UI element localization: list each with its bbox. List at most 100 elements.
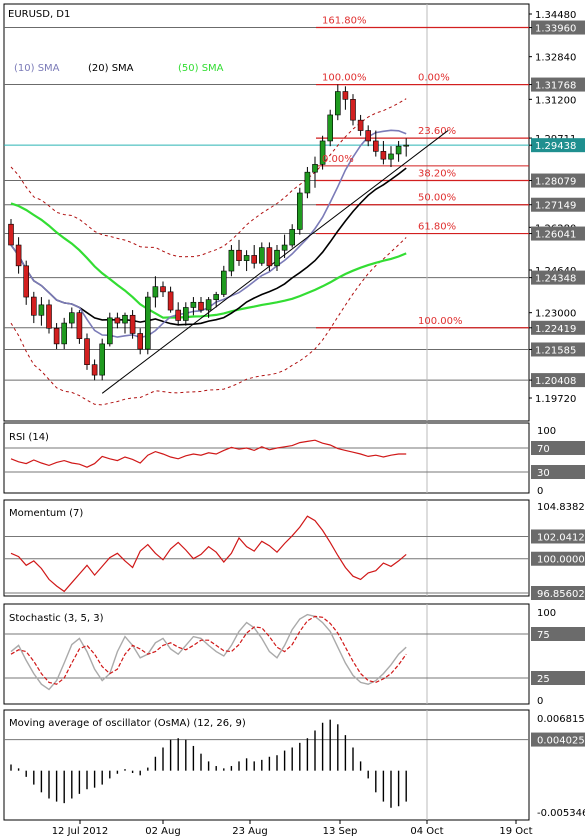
date-label: 12 Jul 2012	[52, 826, 109, 837]
date-label: 04 Oct	[410, 826, 443, 837]
bull-candle	[99, 343, 105, 376]
bear-candle	[380, 151, 387, 160]
stochastic-signal-line	[10, 615, 407, 685]
bear-candle	[357, 119, 364, 131]
bull-candle	[145, 296, 151, 350]
bear-candle	[167, 291, 174, 311]
panel-tick-box	[531, 586, 585, 600]
price-tick-box	[531, 270, 585, 285]
panel-tick-label: 30	[537, 468, 550, 479]
bull-candle	[190, 301, 197, 308]
bear-candle	[114, 317, 121, 324]
price-tick-label: 1.23000	[535, 309, 576, 320]
price-tick-label: 1.31200	[535, 95, 576, 106]
bear-candle	[137, 333, 143, 350]
bull-candle	[304, 171, 311, 194]
price-tick-box	[531, 197, 585, 212]
panel-tick-label: 0.006815	[537, 714, 585, 725]
price-tick-box	[531, 20, 585, 35]
bull-candle	[334, 91, 341, 116]
bear-candle	[236, 249, 242, 261]
bear-candle	[342, 91, 349, 100]
price-tick-label: 1.34480	[535, 10, 576, 21]
bull-candle	[296, 192, 303, 230]
panel-tick-box	[531, 441, 585, 455]
price-tick-box	[531, 320, 585, 335]
stochastic-panel	[3, 603, 530, 705]
price-tick-box	[531, 226, 585, 241]
bull-candle	[388, 153, 394, 160]
fib-level-label: 100.00%	[322, 73, 367, 84]
price-tick-label: 1.27149	[535, 201, 576, 212]
price-tick-label: 1.19720	[535, 394, 576, 405]
momentum-panel	[3, 499, 530, 597]
price-tick-box	[531, 342, 585, 357]
stochastic-label: Stochastic (3, 5, 3)	[9, 613, 104, 624]
panel-tick-label: 25	[537, 674, 550, 685]
bull-candle	[289, 229, 296, 246]
upper-envelope	[10, 98, 407, 258]
price-panel	[3, 3, 530, 422]
panel-tick-label: 75	[537, 630, 550, 641]
bear-candle	[46, 304, 52, 329]
rsi-label: RSI (14)	[9, 432, 49, 443]
stochastic-main-line	[10, 613, 407, 691]
price-tick-label: 1.20408	[535, 376, 576, 387]
price-envelope	[10, 98, 407, 406]
price-tick-label: 1.29438	[535, 141, 576, 152]
bear-candle	[91, 364, 98, 376]
panel-tick-box	[531, 529, 585, 544]
momentum-label: Momentum (7)	[9, 508, 83, 519]
momentum-line	[10, 515, 407, 593]
bull-candle	[228, 249, 235, 272]
panel-tick-box	[531, 671, 585, 685]
panel-tick-label: 0	[537, 696, 543, 707]
panel-tick-label: 0	[537, 486, 543, 497]
rsi-panel	[3, 422, 530, 494]
bear-candle	[198, 301, 204, 311]
price-tick-label: 1.33960	[535, 24, 576, 35]
panel-tick-label: 100	[537, 608, 556, 619]
fibonacci-levels: 161.80% 100.00% 0.00% 23.60% 38.20% 50.00% 61.…	[316, 16, 529, 329]
panel-tick-box	[531, 551, 585, 566]
candlesticks	[8, 84, 410, 381]
bull-candle	[152, 286, 159, 298]
osma-panel	[3, 709, 530, 821]
bear-candle	[15, 244, 22, 267]
symbol-label: EURUSD, D1	[8, 9, 70, 20]
bear-candle	[175, 309, 181, 321]
bull-candle	[403, 144, 410, 147]
panel-tick-label: 100	[537, 426, 556, 437]
bull-candle	[319, 140, 326, 165]
date-label: 19 Oct	[499, 826, 532, 837]
price-tick-label: 1.22419	[535, 324, 576, 335]
bull-candle	[243, 255, 250, 261]
fib-level-label: 100.00%	[418, 316, 463, 327]
fib-level-label: 61.80%	[418, 222, 456, 233]
bear-candle	[365, 130, 372, 142]
fib-level-label: 23.60%	[418, 126, 456, 137]
date-label: 13 Sep	[323, 826, 358, 837]
panel-tick-label: 70	[537, 444, 550, 455]
bear-candle	[76, 312, 83, 339]
price-tick-box	[531, 173, 585, 188]
sma20-label: (20) SMA	[88, 63, 134, 74]
panel-tick-label: 104.8382	[537, 502, 585, 513]
bear-candle	[251, 255, 257, 264]
bear-candle	[23, 265, 30, 298]
sma10-label: (10) SMA	[14, 63, 60, 74]
price-tick-label: 1.26041	[535, 230, 576, 241]
fib-level-label: 161.80%	[322, 16, 367, 27]
price-tick-label: 1.31768	[535, 81, 576, 92]
bear-candle	[84, 338, 90, 365]
bear-candle	[129, 314, 136, 334]
price-axis: 1.344801.339601.328401.317681.312001.297…	[529, 10, 585, 819]
panel-tick-label: 100.0000	[537, 555, 585, 566]
rsi-line	[10, 439, 407, 468]
bull-candle	[312, 164, 318, 173]
bull-candle	[61, 322, 68, 345]
bull-candle	[205, 299, 212, 311]
sma50-label: (50) SMA	[178, 63, 224, 74]
osma-label: Moving average of oscillator (OsMA) (12,…	[9, 718, 246, 729]
